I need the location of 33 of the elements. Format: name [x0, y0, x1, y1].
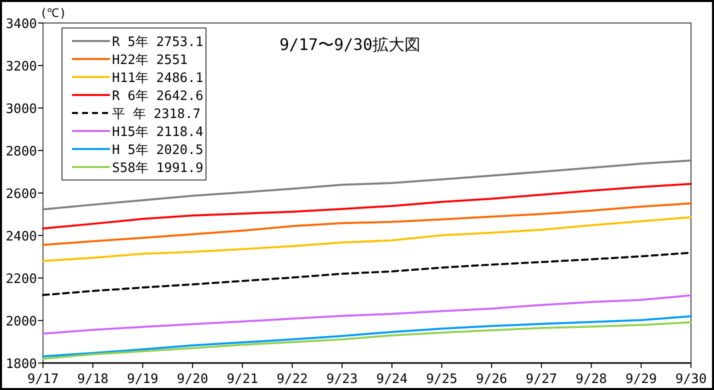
x-tick-label: 9/22 [276, 372, 308, 387]
legend-label: 平 年 2318.7 [112, 107, 201, 122]
legend-label: H15年 2118.4 [112, 125, 204, 140]
legend-label: H11年 2486.1 [112, 71, 204, 86]
y-tick-label: 1800 [6, 357, 37, 372]
x-tick-label: 9/20 [176, 372, 208, 387]
x-tick-label: 9/24 [376, 372, 408, 387]
y-tick-label: 3400 [6, 17, 37, 32]
x-tick-label: 9/17 [27, 372, 59, 387]
x-tick-label: 9/23 [326, 372, 358, 387]
x-tick-label: 9/18 [77, 372, 108, 387]
x-tick-label: 9/27 [526, 372, 558, 387]
x-tick-label: 9/28 [576, 372, 607, 387]
x-tick-label: 9/25 [426, 372, 458, 387]
legend-label: R 6年 2642.6 [112, 89, 204, 104]
legend-label: H 5年 2020.5 [112, 143, 204, 158]
y-tick-label: 3000 [6, 102, 37, 117]
x-tick-label: 9/19 [127, 372, 158, 387]
legend-label: H22年 2551 [112, 53, 188, 68]
y-tick-label: 2200 [6, 272, 37, 287]
y-tick-label: 2000 [6, 314, 37, 330]
y-tick-label: 2800 [6, 144, 37, 160]
y-tick-label: 2400 [6, 230, 37, 244]
x-tick-label: 9/30 [675, 372, 707, 387]
y-tick-label: 3200 [6, 60, 37, 74]
x-tick-label: 9/21 [226, 372, 258, 387]
legend-label: R 5年 2753.1 [112, 35, 204, 50]
text: 9/17〜9/30拡大図 [279, 35, 421, 54]
y-tick-label: 2600 [6, 187, 37, 202]
y-axis-title: (℃) [40, 6, 66, 20]
x-tick-label: 9/29 [626, 372, 657, 387]
x-tick-label: 9/26 [476, 372, 508, 387]
legend-label: S58年 1991.9 [112, 161, 204, 176]
